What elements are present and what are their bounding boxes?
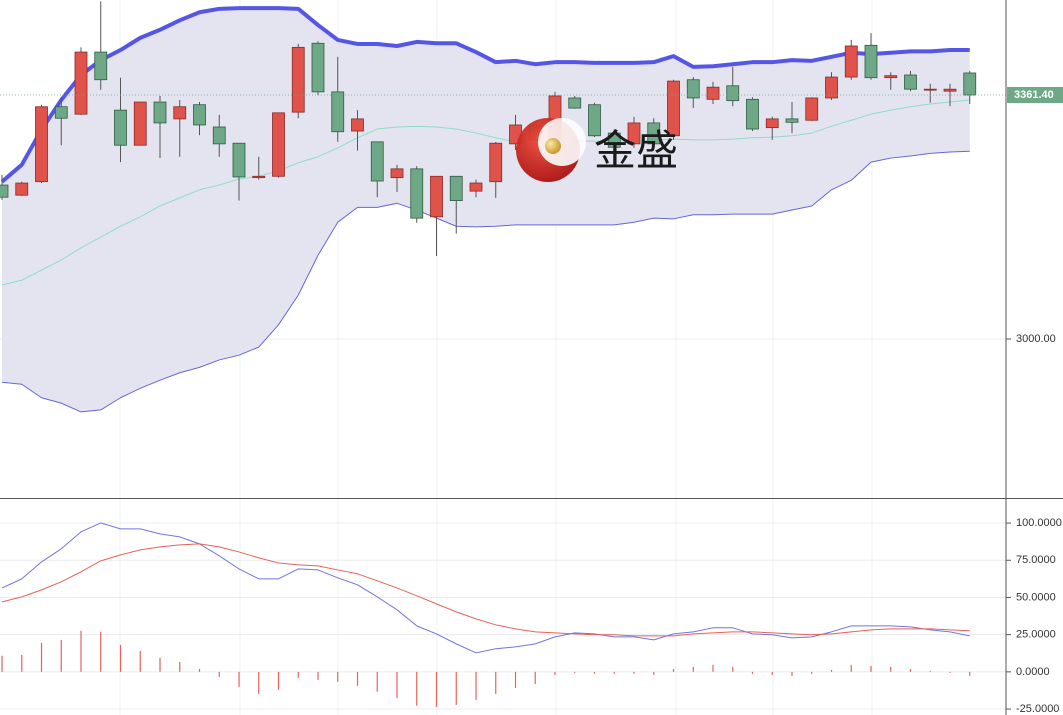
y-tick-label: 50.0000 [1016,591,1056,603]
candle-body [390,168,404,179]
watermark-text: 金盛 [594,127,678,174]
candle-body [746,98,759,130]
candle-body [193,104,206,126]
candle-body [35,106,48,183]
candle-body [449,175,463,201]
band-fill [2,8,970,412]
candle-body [489,142,503,183]
last-price-label: 3361.40 [1014,89,1054,101]
y-tick-label: 3000.00 [1016,333,1056,345]
candle-body [272,112,285,177]
candle-body [370,141,384,182]
indicator-line [1,522,970,654]
candle-body [943,88,957,92]
y-tick-label: 75.0000 [1016,554,1056,566]
axes: 3000.00 3361.40 100.0000 75.0000 50.0000 25.0… [1006,86,1063,715]
candle-body [667,80,680,137]
indicator-line [1,543,970,637]
candle-body [173,106,187,120]
candle-body [588,104,601,137]
candle-body [311,42,325,93]
candle-body [54,106,68,119]
indicator-panel [0,522,1006,710]
candle-body [153,101,167,124]
candle-body [864,44,878,79]
candle-body [0,184,9,198]
candle-body [647,122,661,145]
candle-body [765,118,779,129]
price-panel [0,1,1006,413]
candle-body [291,46,305,113]
candle-body [410,168,424,219]
candle-body [844,45,858,78]
candle-body [805,97,819,121]
last-price-box [1007,86,1063,103]
y-tick-label: 0.0000 [1016,666,1050,678]
candle-body [785,118,799,123]
y-tick-label: -25.0000 [1016,703,1059,715]
candle-body [133,101,147,146]
candle-body [232,142,246,178]
candle-body [706,86,720,100]
candle-body [963,72,977,96]
candle-body [430,175,443,218]
candle-body [74,51,88,115]
candle-body [904,74,917,90]
y-tick-label: 100.0000 [1016,517,1062,529]
candle-body [252,175,266,179]
candle-body [351,118,364,132]
band-line [0,6,970,184]
candle-body [923,88,937,91]
candle-body [568,97,582,109]
candle-body [212,126,226,145]
candle-body [686,79,700,99]
band-line [1,150,970,413]
candle-body [94,51,108,81]
y-tick-label: 25.0000 [1016,629,1056,641]
candle-body [469,182,483,192]
candle-body [114,109,127,146]
candle-body [15,182,29,196]
watermark-logo [516,118,586,182]
candle-body [726,85,740,102]
candle-body [884,75,898,79]
candle-body [331,91,345,133]
candle-body [607,132,621,148]
candle-body [825,76,838,99]
band-line [1,99,970,286]
candle-body [627,122,641,145]
